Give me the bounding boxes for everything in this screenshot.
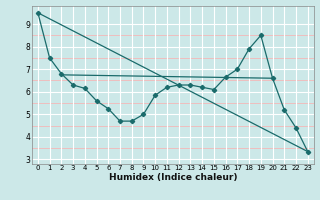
X-axis label: Humidex (Indice chaleur): Humidex (Indice chaleur) [108,173,237,182]
